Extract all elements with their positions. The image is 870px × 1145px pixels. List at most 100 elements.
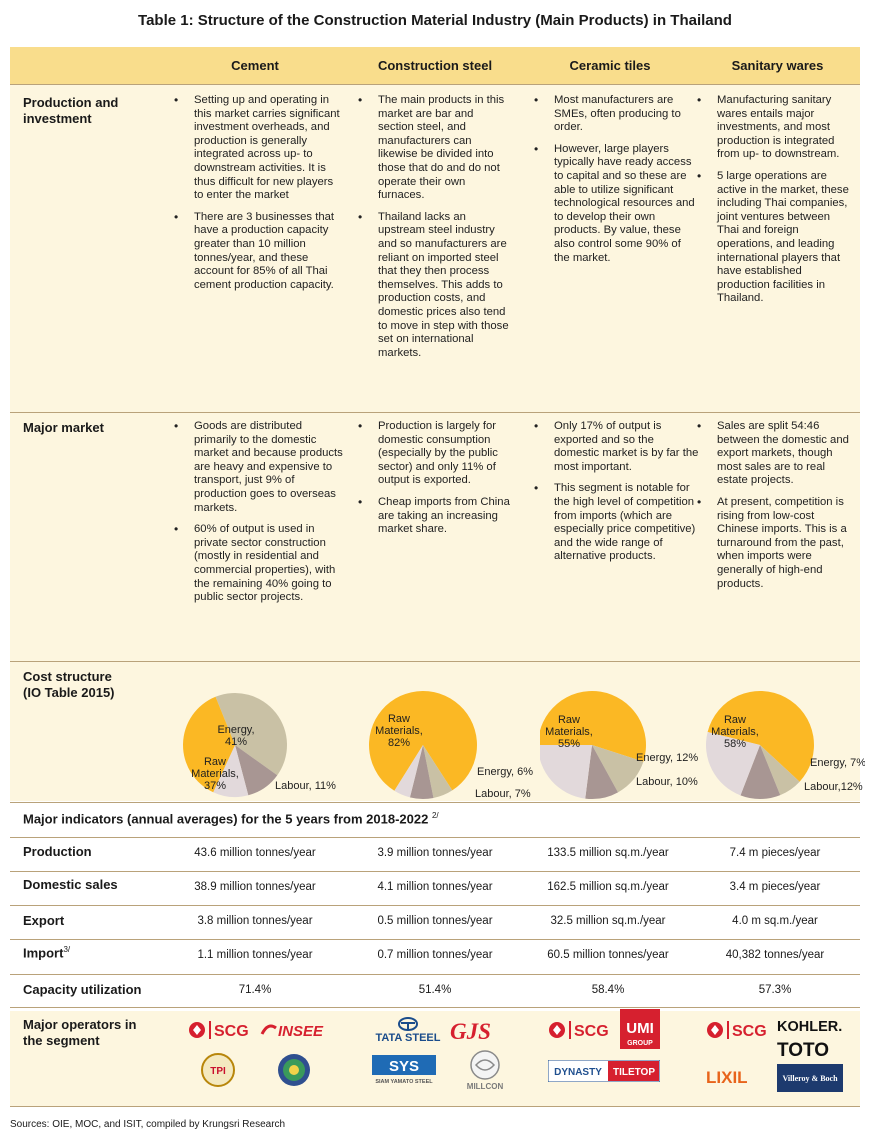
list-item: Cheap imports from China are taking an i… — [356, 496, 516, 537]
pie-slice — [540, 745, 592, 799]
indicator-footnote: 3/ — [63, 945, 71, 954]
operators-label-line: Major operators in — [23, 1017, 137, 1032]
tpi-logo-graphic: TPI — [201, 1053, 235, 1087]
indicator-value: 3.9 million tonnes/year — [377, 847, 493, 859]
indicator-value: 7.4 m pieces/year — [729, 847, 821, 859]
indicator-value: 3.8 million tonnes/year — [197, 915, 313, 927]
pie-slice — [540, 691, 646, 762]
list-item: Only 17% of output is exported and so th… — [532, 420, 702, 474]
scg-logo-graphic: SCG — [549, 1021, 609, 1040]
column-header-cement: Cement — [231, 58, 279, 73]
list-item: The main products in this market are bar… — [356, 94, 511, 203]
cell-production-sanitary: Manufacturing sanitary wares entails maj… — [695, 94, 850, 314]
list-item: However, large players typically have re… — [532, 143, 698, 265]
indicator-value: 60.5 million tonnes/year — [547, 949, 669, 961]
pie-slice-label: Raw Materials, 55% — [545, 714, 593, 750]
scg-logo: SCG — [548, 1020, 618, 1045]
indicator-value: 0.7 million tonnes/year — [377, 949, 493, 961]
indicator-value: 57.3% — [758, 984, 792, 996]
indicator-label: Domestic sales — [23, 877, 118, 892]
pie-slice-label: Energy, 7% — [810, 757, 865, 769]
lixil-logo: LIXIL — [706, 1065, 766, 1092]
pie-slice-label: Energy, 6% — [477, 766, 533, 778]
cell-market-sanitary: Sales are split 54:46 between the domest… — [695, 420, 855, 599]
pie-slice-label: Raw Materials, 37% — [191, 756, 239, 792]
indicator-value: 4.1 million tonnes/year — [377, 881, 493, 893]
pie-slice-label: Labour, 10% — [636, 776, 698, 788]
indicator-label: Capacity utilization — [23, 982, 142, 997]
scg-logo-graphic: SCG — [189, 1021, 249, 1040]
indicator-value: 51.4% — [418, 984, 452, 996]
toto-logo: TOTO — [777, 1038, 847, 1065]
kohler-logo-graphic: KOHLER. — [777, 1019, 842, 1035]
villeroy-boch-logo-graphic: Villeroy & Boch — [777, 1064, 843, 1092]
scg-logo-graphic: SCG — [707, 1021, 767, 1040]
pie-slice — [740, 745, 781, 800]
sys-logo-subtext: SIAM YAMATO STEEL — [375, 1079, 433, 1085]
table-header-band — [10, 47, 860, 84]
cell-market-cement: Goods are distributed primarily to the d… — [172, 420, 347, 613]
indicator-value: 38.9 million tonnes/year — [194, 881, 316, 893]
siam-yamato-steel-logo: SYS SIAM YAMATO STEEL — [370, 1055, 440, 1090]
pie-slice-label: Raw Materials, 58% — [711, 714, 759, 750]
pie-slice — [235, 745, 278, 796]
list-item: Goods are distributed primarily to the d… — [172, 420, 347, 515]
pie-slice — [394, 745, 423, 798]
gjs-logo-text: GJS — [450, 1019, 491, 1043]
indicator-value: 4.0 m sq.m./year — [732, 915, 818, 927]
scg-logo: SCG — [188, 1020, 258, 1045]
dynasty-tiletop-logo: DYNASTY TILETOP — [547, 1059, 661, 1087]
list-item: At present, competition is rising from l… — [695, 496, 855, 591]
list-item: Manufacturing sanitary wares entails maj… — [695, 94, 850, 162]
rule — [10, 84, 860, 85]
list-item: Setting up and operating in this market … — [172, 94, 342, 203]
rule — [10, 661, 860, 662]
kohler-logo-text: KOHLER. — [777, 1019, 842, 1034]
pie-slice-label: Energy, 12% — [636, 752, 698, 764]
row-label-production-investment: Production and investment — [23, 95, 119, 126]
pie-slice — [760, 745, 800, 796]
pie-slice-label: Raw Materials, 82% — [375, 713, 423, 749]
indicator-label: Export — [23, 913, 65, 928]
pie-slice — [705, 731, 760, 796]
rule — [10, 905, 860, 906]
tpi-logo: TPI — [200, 1052, 236, 1093]
source-note: Sources: OIE, MOC, and ISIT, compiled by… — [10, 1119, 286, 1130]
pie-slice — [368, 690, 477, 791]
villeroy-boch-logo-text: Villeroy & Boch — [782, 1074, 838, 1083]
gjs-logo: GJS — [450, 1017, 510, 1048]
list-item: 60% of output is used in private sector … — [172, 523, 347, 605]
indicator-value: 40,382 tonnes/year — [725, 949, 825, 961]
umi-group-logo: UMI GROUP — [620, 1009, 660, 1054]
millcon-logo-text: MILLCON — [467, 1082, 504, 1091]
list-item: There are 3 businesses that have a produ… — [172, 211, 342, 293]
pie-slice — [183, 696, 235, 793]
indicators-heading: Major indicators (annual averages) for t… — [23, 811, 623, 826]
scg-logo-text: SCG — [214, 1023, 249, 1040]
list-item: Production is largely for domestic consu… — [356, 420, 516, 488]
pie-slice-label: Labour, 11% — [275, 780, 336, 792]
list-item: Sales are split 54:46 between the domest… — [695, 420, 855, 488]
indicator-value: 1.1 million tonnes/year — [197, 949, 313, 961]
indicator-value: 3.4 m pieces/year — [729, 881, 821, 893]
list-item: Most manufacturers are SMEs, often produ… — [532, 94, 698, 135]
tiletop-logo-text: TILETOP — [613, 1067, 655, 1078]
pie-slice-label: Labour, 7% — [475, 788, 531, 800]
villeroy-boch-logo: Villeroy & Boch — [777, 1064, 843, 1097]
scg-logo-text: SCG — [732, 1023, 767, 1040]
indicator-value: 0.5 million tonnes/year — [377, 915, 493, 927]
column-header-sanitary: Sanitary wares — [731, 58, 824, 73]
rule — [10, 974, 860, 975]
column-header-steel: Construction steel — [377, 58, 493, 73]
millcon-logo: MILLCON — [450, 1049, 520, 1098]
row-label-major-operators: Major operators in the segment — [23, 1017, 163, 1049]
rule — [10, 871, 860, 872]
cell-production-tiles: Most manufacturers are SMEs, often produ… — [532, 94, 698, 273]
pie-slice — [215, 693, 287, 776]
toto-logo-graphic: TOTO — [777, 1040, 829, 1061]
indicator-label: Production — [23, 844, 92, 859]
pie-slice — [213, 745, 249, 797]
